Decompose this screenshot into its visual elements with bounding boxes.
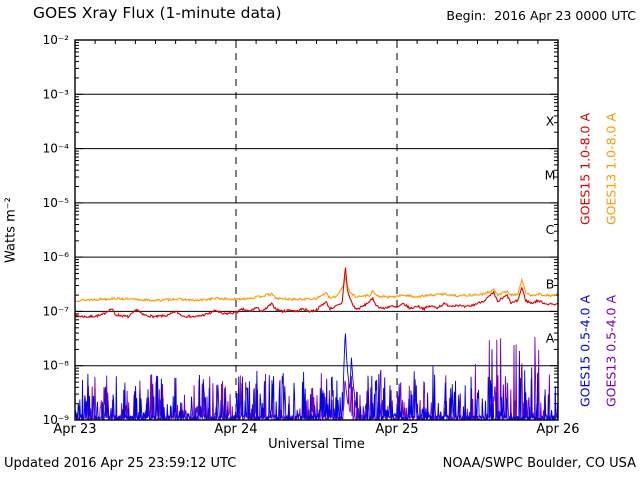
series-goes15-0-5-4-0-a	[75, 333, 558, 420]
svg-text:10⁻²: 10⁻²	[43, 33, 70, 47]
updated-timestamp: Updated 2016 Apr 25 23:59:12 UTC	[4, 456, 237, 471]
right-label-goes13-long: GOES13 1.0-8.0 A	[603, 112, 619, 226]
svg-text:B: B	[546, 276, 555, 291]
svg-text:10⁻⁹: 10⁻⁹	[43, 413, 70, 427]
x-axis-label: Universal Time	[268, 437, 365, 452]
series-goes13-1-0-8-0-a	[75, 276, 558, 303]
svg-text:10⁻⁸: 10⁻⁸	[43, 359, 70, 373]
svg-text:M: M	[545, 168, 556, 183]
svg-text:Apr 23: Apr 23	[53, 422, 96, 437]
right-label-goes15-long: GOES15 1.0-8.0 A	[577, 112, 593, 226]
svg-text:10⁻⁴: 10⁻⁴	[43, 142, 70, 156]
svg-text:10⁻⁵: 10⁻⁵	[43, 196, 70, 210]
svg-text:A: A	[546, 331, 555, 346]
svg-text:Apr 26: Apr 26	[536, 422, 579, 437]
svg-text:10⁻⁷: 10⁻⁷	[43, 304, 70, 318]
svg-text:Apr 24: Apr 24	[214, 422, 257, 437]
axis-ticks	[74, 39, 559, 421]
svg-text:C: C	[546, 222, 555, 237]
series-goes15-1-0-8-0-a	[75, 267, 558, 319]
svg-text:10⁻⁶: 10⁻⁶	[43, 250, 70, 264]
right-label-goes13-short: GOES13 0.5-4.0 A	[603, 294, 619, 408]
begin-timestamp: Begin: 2016 Apr 23 0000 UTC	[446, 8, 636, 23]
grid-lines	[75, 40, 558, 420]
svg-text:X: X	[546, 113, 555, 128]
svg-text:Apr 25: Apr 25	[375, 422, 418, 437]
source-credit: NOAA/SWPC Boulder, CO USA	[442, 456, 636, 471]
y-axis-label: Watts m⁻²	[3, 197, 19, 263]
right-label-goes15-short: GOES15 0.5-4.0 A	[577, 294, 593, 408]
page-title: GOES Xray Flux (1-minute data)	[33, 4, 282, 22]
svg-text:10⁻³: 10⁻³	[43, 87, 70, 101]
plot-frame	[74, 39, 559, 421]
